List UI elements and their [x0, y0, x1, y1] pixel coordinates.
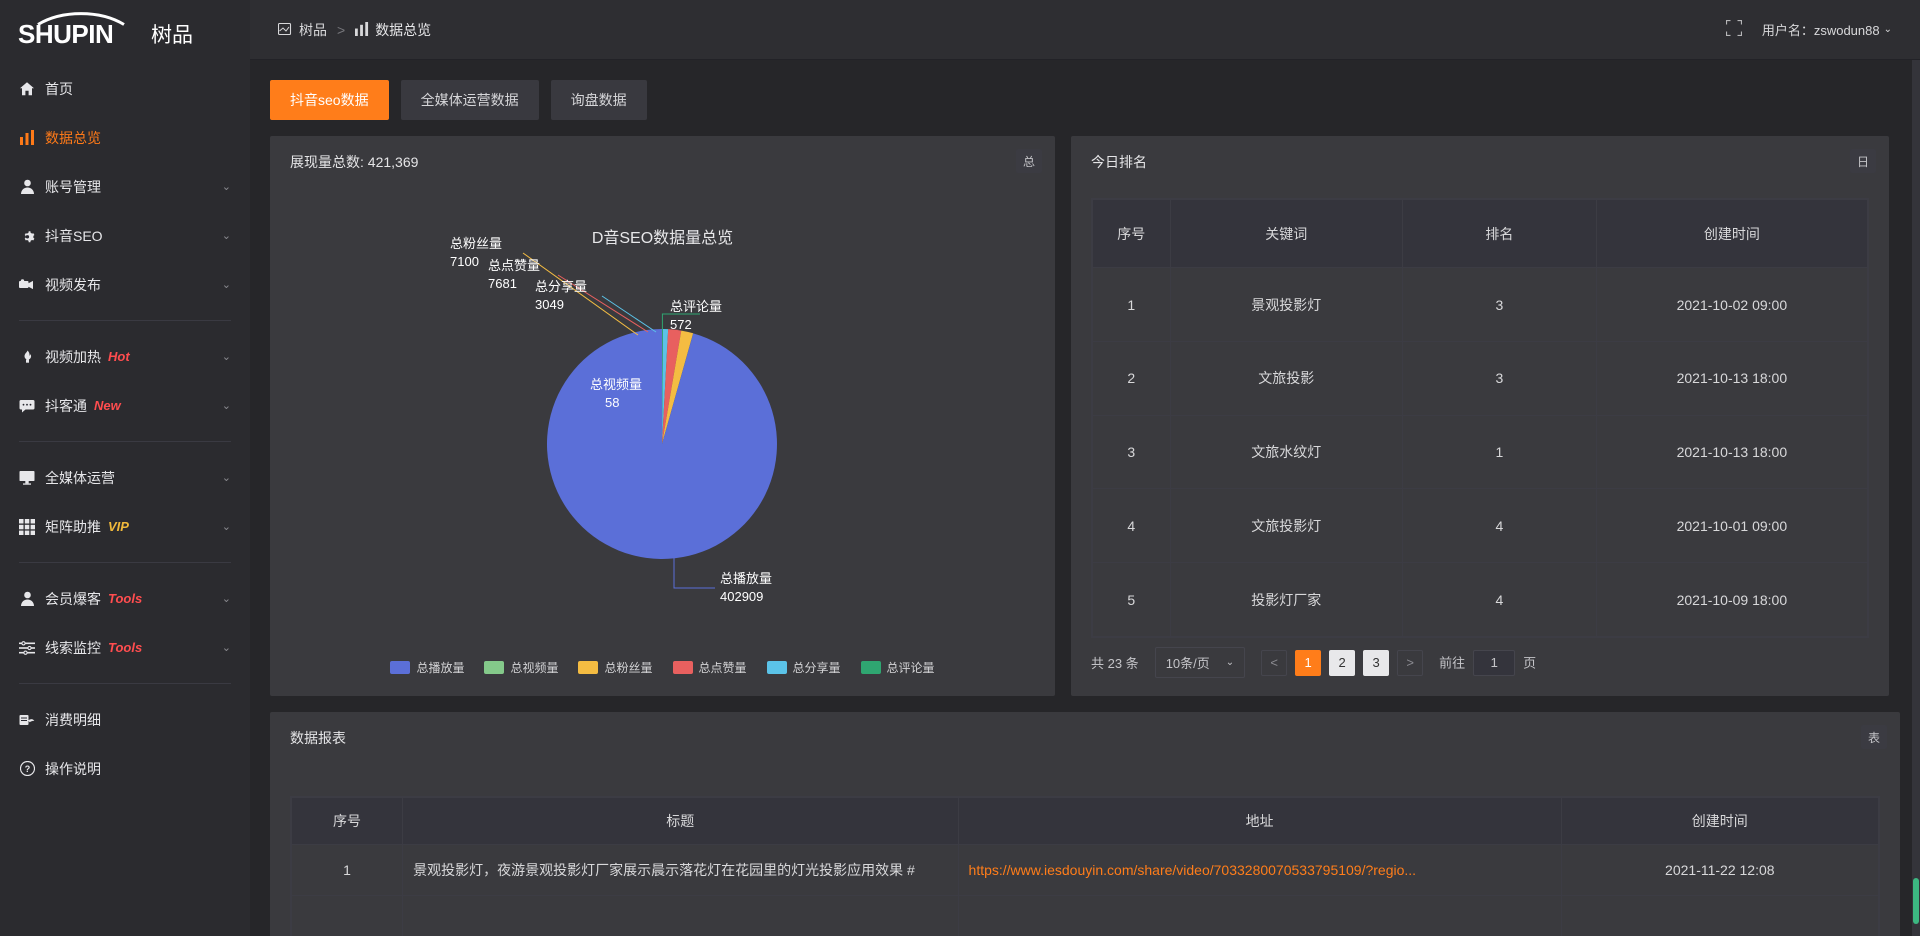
svg-text:572: 572 [670, 317, 692, 332]
svg-text:7681: 7681 [488, 276, 517, 291]
svg-text:402909: 402909 [720, 589, 763, 604]
svg-text:总粉丝量: 总粉丝量 [450, 236, 502, 251]
svg-text:总评论量: 总评论量 [670, 299, 722, 314]
svg-text:7100: 7100 [450, 254, 479, 269]
svg-text:总视频量: 总视频量 [590, 377, 642, 392]
svg-text:总点赞量: 总点赞量 [488, 258, 540, 273]
svg-text:3049: 3049 [535, 297, 564, 312]
svg-text:总播放量: 总播放量 [720, 571, 772, 586]
svg-text:?: ? [24, 764, 30, 774]
svg-text:树品: 树品 [151, 24, 193, 47]
svg-text:SHUPIN: SHUPIN [18, 19, 113, 49]
svg-text:总分享量: 总分享量 [535, 279, 587, 294]
svg-text:58: 58 [605, 395, 619, 410]
